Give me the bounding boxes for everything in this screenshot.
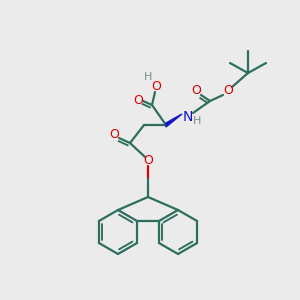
Polygon shape: [166, 114, 182, 127]
Text: O: O: [143, 154, 153, 167]
Text: H: H: [144, 72, 152, 82]
Text: O: O: [151, 80, 161, 94]
Text: O: O: [223, 85, 233, 98]
Text: H: H: [193, 116, 201, 126]
Text: O: O: [109, 128, 119, 142]
Text: O: O: [191, 85, 201, 98]
Text: O: O: [133, 94, 143, 107]
Text: N: N: [183, 110, 193, 124]
